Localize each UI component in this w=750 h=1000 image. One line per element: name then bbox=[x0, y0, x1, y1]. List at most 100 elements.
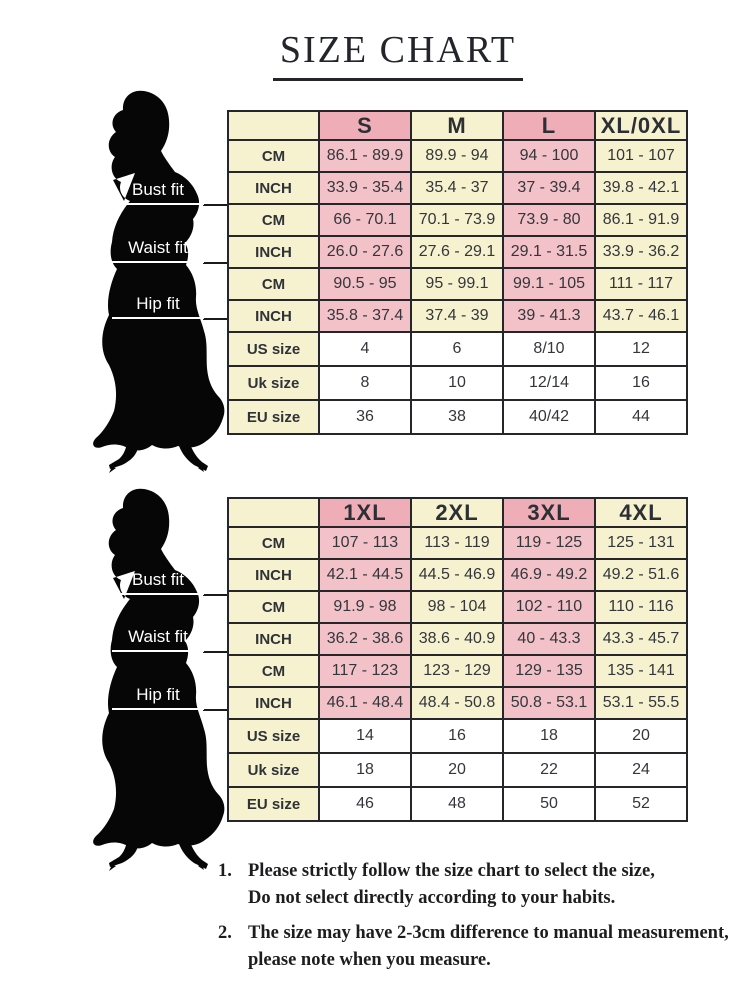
value-cell: 107 - 113 bbox=[318, 526, 412, 560]
hip-fit-line bbox=[203, 709, 228, 711]
value-cell: 10 bbox=[410, 365, 504, 401]
size-col-header: L bbox=[502, 110, 596, 141]
value-cell: 90.5 - 95 bbox=[318, 267, 412, 301]
note-number: 2. bbox=[218, 923, 232, 943]
value-cell: 123 - 129 bbox=[410, 654, 504, 688]
value-cell: 29.1 - 31.5 bbox=[502, 235, 596, 269]
value-cell: 38.6 - 40.9 bbox=[410, 622, 504, 656]
table-row: INCH 26.0 - 27.6 27.6 - 29.1 29.1 - 31.5 33.… bbox=[227, 235, 688, 269]
table-row: Uk size 18 20 22 24 bbox=[227, 752, 688, 788]
row-label: US size bbox=[227, 718, 320, 754]
corner-cell bbox=[227, 497, 320, 528]
row-label: Uk size bbox=[227, 365, 320, 401]
table-row: US size 4 6 8/10 12 bbox=[227, 331, 688, 367]
value-cell: 39.8 - 42.1 bbox=[594, 171, 688, 205]
value-cell: 99.1 - 105 bbox=[502, 267, 596, 301]
table-row: CM 90.5 - 95 95 - 99.1 99.1 - 105 111 - 117 bbox=[227, 267, 688, 301]
value-cell: 44 bbox=[594, 399, 688, 435]
value-cell: 43.3 - 45.7 bbox=[594, 622, 688, 656]
row-label: EU size bbox=[227, 786, 320, 822]
table-row: CM 86.1 - 89.9 89.9 - 94 94 - 100 101 - 107 bbox=[227, 139, 688, 173]
waist-fit-label: Waist fit bbox=[112, 238, 204, 263]
value-cell: 86.1 - 91.9 bbox=[594, 203, 688, 237]
note-line: Please strictly follow the size chart to… bbox=[248, 861, 655, 881]
row-label: INCH bbox=[227, 299, 320, 333]
row-label: Uk size bbox=[227, 752, 320, 788]
row-label: CM bbox=[227, 139, 320, 173]
note-line: Do not select directly according to your… bbox=[248, 888, 616, 908]
size-header-row: S M L XL/0XL bbox=[227, 110, 688, 141]
table-row: Uk size 8 10 12/14 16 bbox=[227, 365, 688, 401]
value-cell: 37.4 - 39 bbox=[410, 299, 504, 333]
value-cell: 48.4 - 50.8 bbox=[410, 686, 504, 720]
hip-fit-label: Hip fit bbox=[112, 294, 204, 319]
size-col-header: 3XL bbox=[502, 497, 596, 528]
value-cell: 37 - 39.4 bbox=[502, 171, 596, 205]
value-cell: 53.1 - 55.5 bbox=[594, 686, 688, 720]
value-cell: 39 - 41.3 bbox=[502, 299, 596, 333]
value-cell: 66 - 70.1 bbox=[318, 203, 412, 237]
size-col-header: 1XL bbox=[318, 497, 412, 528]
size-col-header: 2XL bbox=[410, 497, 504, 528]
value-cell: 27.6 - 29.1 bbox=[410, 235, 504, 269]
value-cell: 18 bbox=[318, 752, 412, 788]
table-row: US size 14 16 18 20 bbox=[227, 718, 688, 754]
value-cell: 101 - 107 bbox=[594, 139, 688, 173]
value-cell: 91.9 - 98 bbox=[318, 590, 412, 624]
value-cell: 38 bbox=[410, 399, 504, 435]
value-cell: 36 bbox=[318, 399, 412, 435]
value-cell: 42.1 - 44.5 bbox=[318, 558, 412, 592]
value-cell: 43.7 - 46.1 bbox=[594, 299, 688, 333]
row-label: CM bbox=[227, 203, 320, 237]
size-col-header: 4XL bbox=[594, 497, 688, 528]
page-title: SIZE CHART bbox=[273, 28, 523, 81]
note-item: 1. Please strictly follow the size chart… bbox=[218, 858, 743, 912]
value-cell: 12/14 bbox=[502, 365, 596, 401]
value-cell: 8 bbox=[318, 365, 412, 401]
value-cell: 26.0 - 27.6 bbox=[318, 235, 412, 269]
value-cell: 70.1 - 73.9 bbox=[410, 203, 504, 237]
value-cell: 125 - 131 bbox=[594, 526, 688, 560]
value-cell: 102 - 110 bbox=[502, 590, 596, 624]
woman-silhouette-icon bbox=[93, 90, 225, 473]
waist-fit-line bbox=[203, 262, 228, 264]
table-row: EU size 46 48 50 52 bbox=[227, 786, 688, 822]
size-col-header: S bbox=[318, 110, 412, 141]
value-cell: 89.9 - 94 bbox=[410, 139, 504, 173]
size-table-plus: 1XL 2XL 3XL 4XL CM 107 - 113 113 - 119 119 - 12… bbox=[227, 497, 688, 822]
value-cell: 33.9 - 35.4 bbox=[318, 171, 412, 205]
value-cell: 40/42 bbox=[502, 399, 596, 435]
note-line: please note when you measure. bbox=[248, 950, 491, 970]
value-cell: 46 bbox=[318, 786, 412, 822]
row-label: INCH bbox=[227, 622, 320, 656]
value-cell: 49.2 - 51.6 bbox=[594, 558, 688, 592]
size-notes: 1. Please strictly follow the size chart… bbox=[218, 858, 743, 982]
value-cell: 52 bbox=[594, 786, 688, 822]
bust-fit-line bbox=[203, 204, 228, 206]
table-row: INCH 33.9 - 35.4 35.4 - 37 37 - 39.4 39.8 - … bbox=[227, 171, 688, 205]
row-label: CM bbox=[227, 267, 320, 301]
value-cell: 20 bbox=[410, 752, 504, 788]
value-cell: 95 - 99.1 bbox=[410, 267, 504, 301]
row-label: US size bbox=[227, 331, 320, 367]
bust-fit-label: Bust fit bbox=[112, 570, 204, 595]
value-cell: 14 bbox=[318, 718, 412, 754]
note-number: 1. bbox=[218, 861, 232, 881]
value-cell: 4 bbox=[318, 331, 412, 367]
row-label: INCH bbox=[227, 171, 320, 205]
value-cell: 46.1 - 48.4 bbox=[318, 686, 412, 720]
table-row: EU size 36 38 40/42 44 bbox=[227, 399, 688, 435]
row-label: INCH bbox=[227, 235, 320, 269]
value-cell: 44.5 - 46.9 bbox=[410, 558, 504, 592]
value-cell: 119 - 125 bbox=[502, 526, 596, 560]
value-cell: 113 - 119 bbox=[410, 526, 504, 560]
bust-fit-label: Bust fit bbox=[112, 180, 204, 205]
hip-fit-label: Hip fit bbox=[112, 685, 204, 710]
value-cell: 110 - 116 bbox=[594, 590, 688, 624]
row-label: CM bbox=[227, 654, 320, 688]
waist-fit-line bbox=[203, 651, 228, 653]
table-row: INCH 35.8 - 37.4 37.4 - 39 39 - 41.3 43.7 - … bbox=[227, 299, 688, 333]
note-item: 2. The size may have 2-3cm difference to… bbox=[218, 920, 743, 974]
table-row: CM 91.9 - 98 98 - 104 102 - 110 110 - 116 bbox=[227, 590, 688, 624]
note-line: The size may have 2-3cm difference to ma… bbox=[248, 923, 729, 943]
